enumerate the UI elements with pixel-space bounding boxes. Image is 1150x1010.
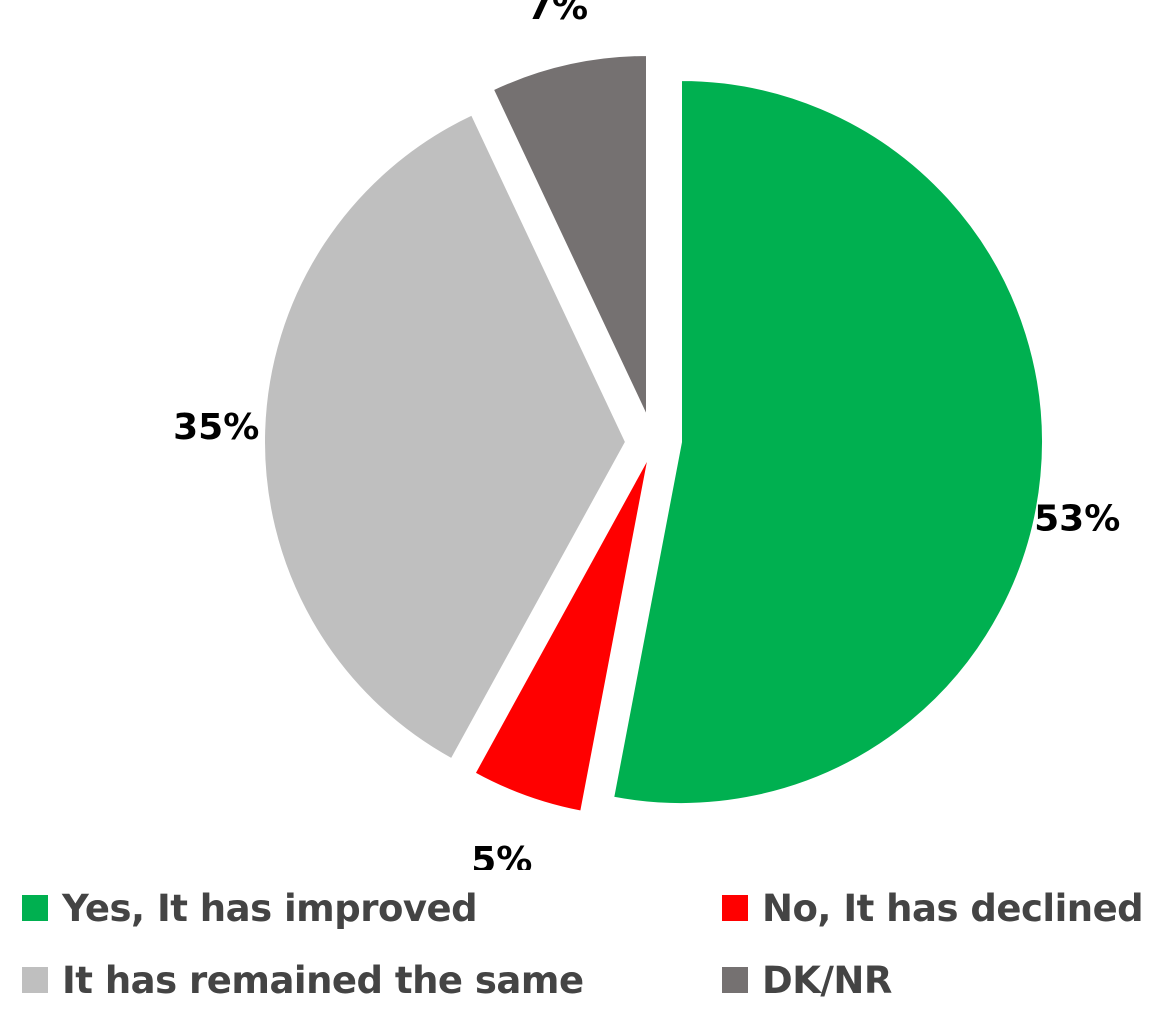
legend-label: It has remained the same bbox=[62, 958, 584, 1002]
legend-item-yes-improved: Yes, It has improved bbox=[22, 878, 478, 938]
pie-slice bbox=[473, 455, 650, 813]
legend-swatch bbox=[722, 895, 748, 921]
legend-item-dk-nr: DK/NR bbox=[722, 950, 892, 1010]
legend-item-remained-same: It has remained the same bbox=[22, 950, 584, 1010]
pie-data-label: 7% bbox=[527, 0, 588, 28]
pie-data-label: 53% bbox=[1034, 499, 1120, 540]
legend-swatch bbox=[722, 967, 748, 993]
pie-slice bbox=[263, 113, 628, 761]
legend-item-no-declined: No, It has declined bbox=[722, 878, 1144, 938]
pie-slice bbox=[611, 78, 1044, 805]
legend-label: No, It has declined bbox=[762, 886, 1144, 930]
chart-legend: Yes, It has improved No, It has declined… bbox=[0, 870, 1150, 1009]
pie-data-label: 35% bbox=[173, 407, 259, 448]
pie-data-label: 5% bbox=[471, 840, 532, 870]
legend-swatch bbox=[22, 967, 48, 993]
legend-swatch bbox=[22, 895, 48, 921]
legend-label: Yes, It has improved bbox=[62, 886, 478, 930]
pie-chart-plot: 53% 5% 35% 7% bbox=[173, 0, 1120, 870]
legend-label: DK/NR bbox=[762, 958, 892, 1002]
pie-slice bbox=[491, 53, 648, 418]
